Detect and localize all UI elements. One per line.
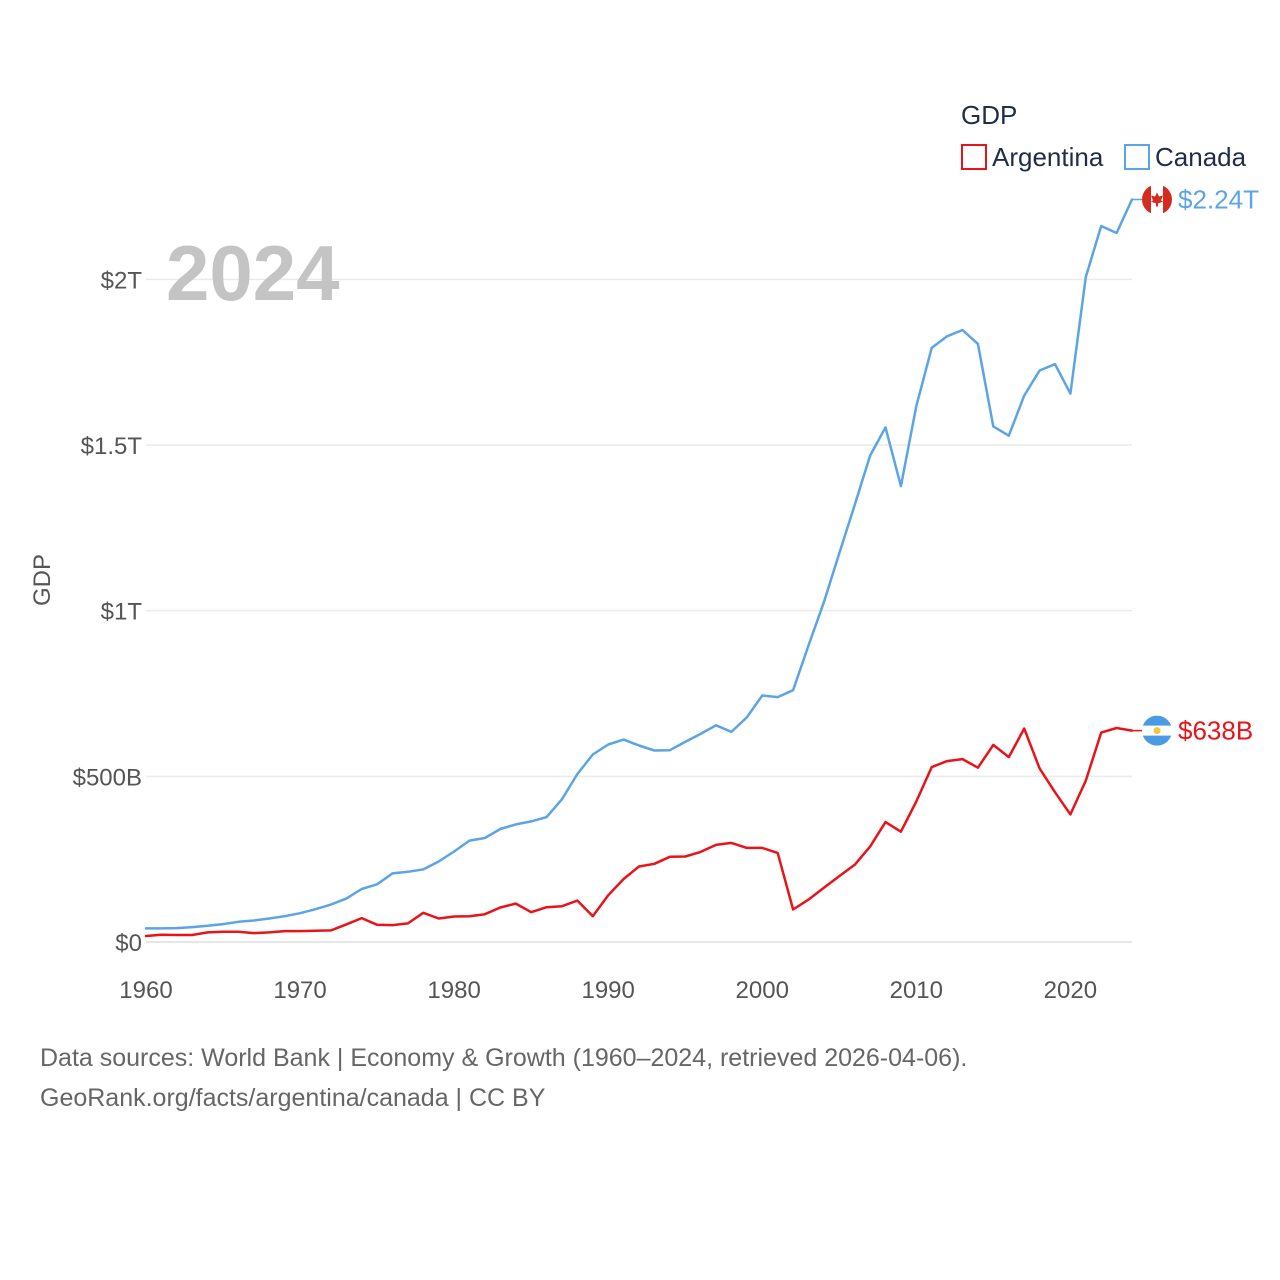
y-tick-label: $2T <box>101 267 143 294</box>
y-axis-ticks: $0 $500B $1T $1.5T $2T <box>73 267 143 957</box>
x-tick-label: 1980 <box>427 977 480 1004</box>
y-tick-label: $500B <box>73 764 142 791</box>
series-lines <box>144 198 1134 938</box>
x-tick-label: 1960 <box>119 977 172 1004</box>
license-text: GeoRank.org/facts/argentina/canada | CC … <box>40 1084 546 1112</box>
legend-label-canada[interactable]: Canada <box>1155 142 1247 172</box>
gridlines <box>146 278 1132 943</box>
y-tick-label: $1T <box>101 599 143 626</box>
x-axis-ticks: 1960 1970 1980 1990 2000 2010 2020 <box>119 977 1097 1004</box>
series-line-argentina[interactable] <box>144 726 1134 938</box>
end-value-label-canada: $2.24T <box>1178 184 1259 214</box>
y-tick-label: $0 <box>115 930 142 957</box>
argentina-flag-icon <box>1142 715 1172 746</box>
x-tick-label: 2000 <box>736 977 789 1004</box>
y-axis-title: GDP <box>29 554 56 606</box>
legend-swatch-canada[interactable] <box>1124 144 1150 170</box>
legend-title: GDP <box>961 100 1017 130</box>
legend: GDP Argentina Canada <box>961 100 1247 172</box>
series-line-canada[interactable] <box>144 198 1134 930</box>
end-value-label-argentina: $638B <box>1178 716 1253 746</box>
y-tick-label: $1.5T <box>81 433 143 460</box>
canada-flag-icon <box>1142 184 1172 215</box>
data-source-text: Data sources: World Bank | Economy & Gro… <box>40 1044 968 1072</box>
legend-swatch-argentina[interactable] <box>961 144 987 170</box>
x-tick-label: 2010 <box>890 977 943 1004</box>
series-end-labels: $638B $2.24T <box>1132 184 1259 746</box>
legend-label-argentina[interactable]: Argentina <box>992 142 1104 172</box>
x-tick-label: 2020 <box>1044 977 1097 1004</box>
year-label: 2024 <box>166 229 340 317</box>
x-tick-label: 1970 <box>273 977 326 1004</box>
x-tick-label: 1990 <box>581 977 634 1004</box>
